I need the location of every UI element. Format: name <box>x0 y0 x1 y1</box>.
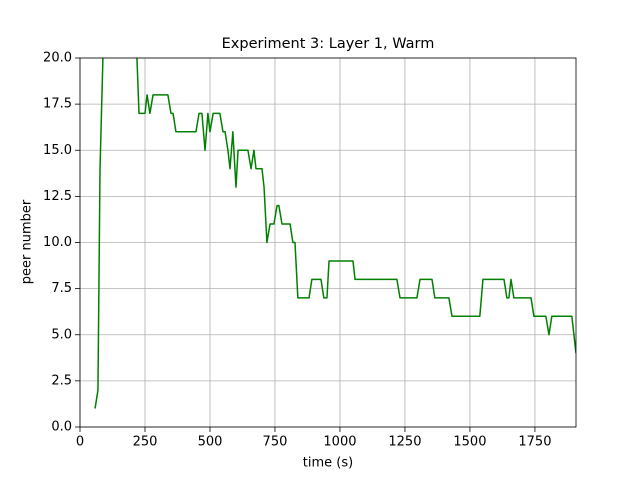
chart-title: Experiment 3: Layer 1, Warm <box>222 36 435 52</box>
x-tick-label: 750 <box>263 435 288 450</box>
y-axis-label: peer number <box>20 199 35 284</box>
x-tick-label: 1250 <box>388 435 421 450</box>
x-tick-label: 1500 <box>453 435 486 450</box>
x-tick-label: 250 <box>133 435 158 450</box>
y-tick-label: 10.0 <box>43 235 72 250</box>
x-tick-label: 500 <box>198 435 223 450</box>
plot-area <box>94 58 576 409</box>
y-tick-label: 20.0 <box>43 51 72 66</box>
y-tick-label: 17.5 <box>43 97 72 112</box>
x-tick-label: 0 <box>76 435 84 450</box>
grid <box>79 57 576 428</box>
y-tick-label: 2.5 <box>51 373 72 388</box>
y-tick-label: 5.0 <box>51 327 72 342</box>
data-line <box>94 58 576 409</box>
y-tick-label: 12.5 <box>43 189 72 204</box>
y-tick-label: 15.0 <box>43 143 72 158</box>
y-tick-label: 0.0 <box>51 420 72 435</box>
y-tick-label: 7.5 <box>51 281 72 296</box>
x-axis-label: time (s) <box>303 456 353 471</box>
x-tick-label: 1750 <box>518 435 551 450</box>
x-tick-label: 1000 <box>323 435 356 450</box>
